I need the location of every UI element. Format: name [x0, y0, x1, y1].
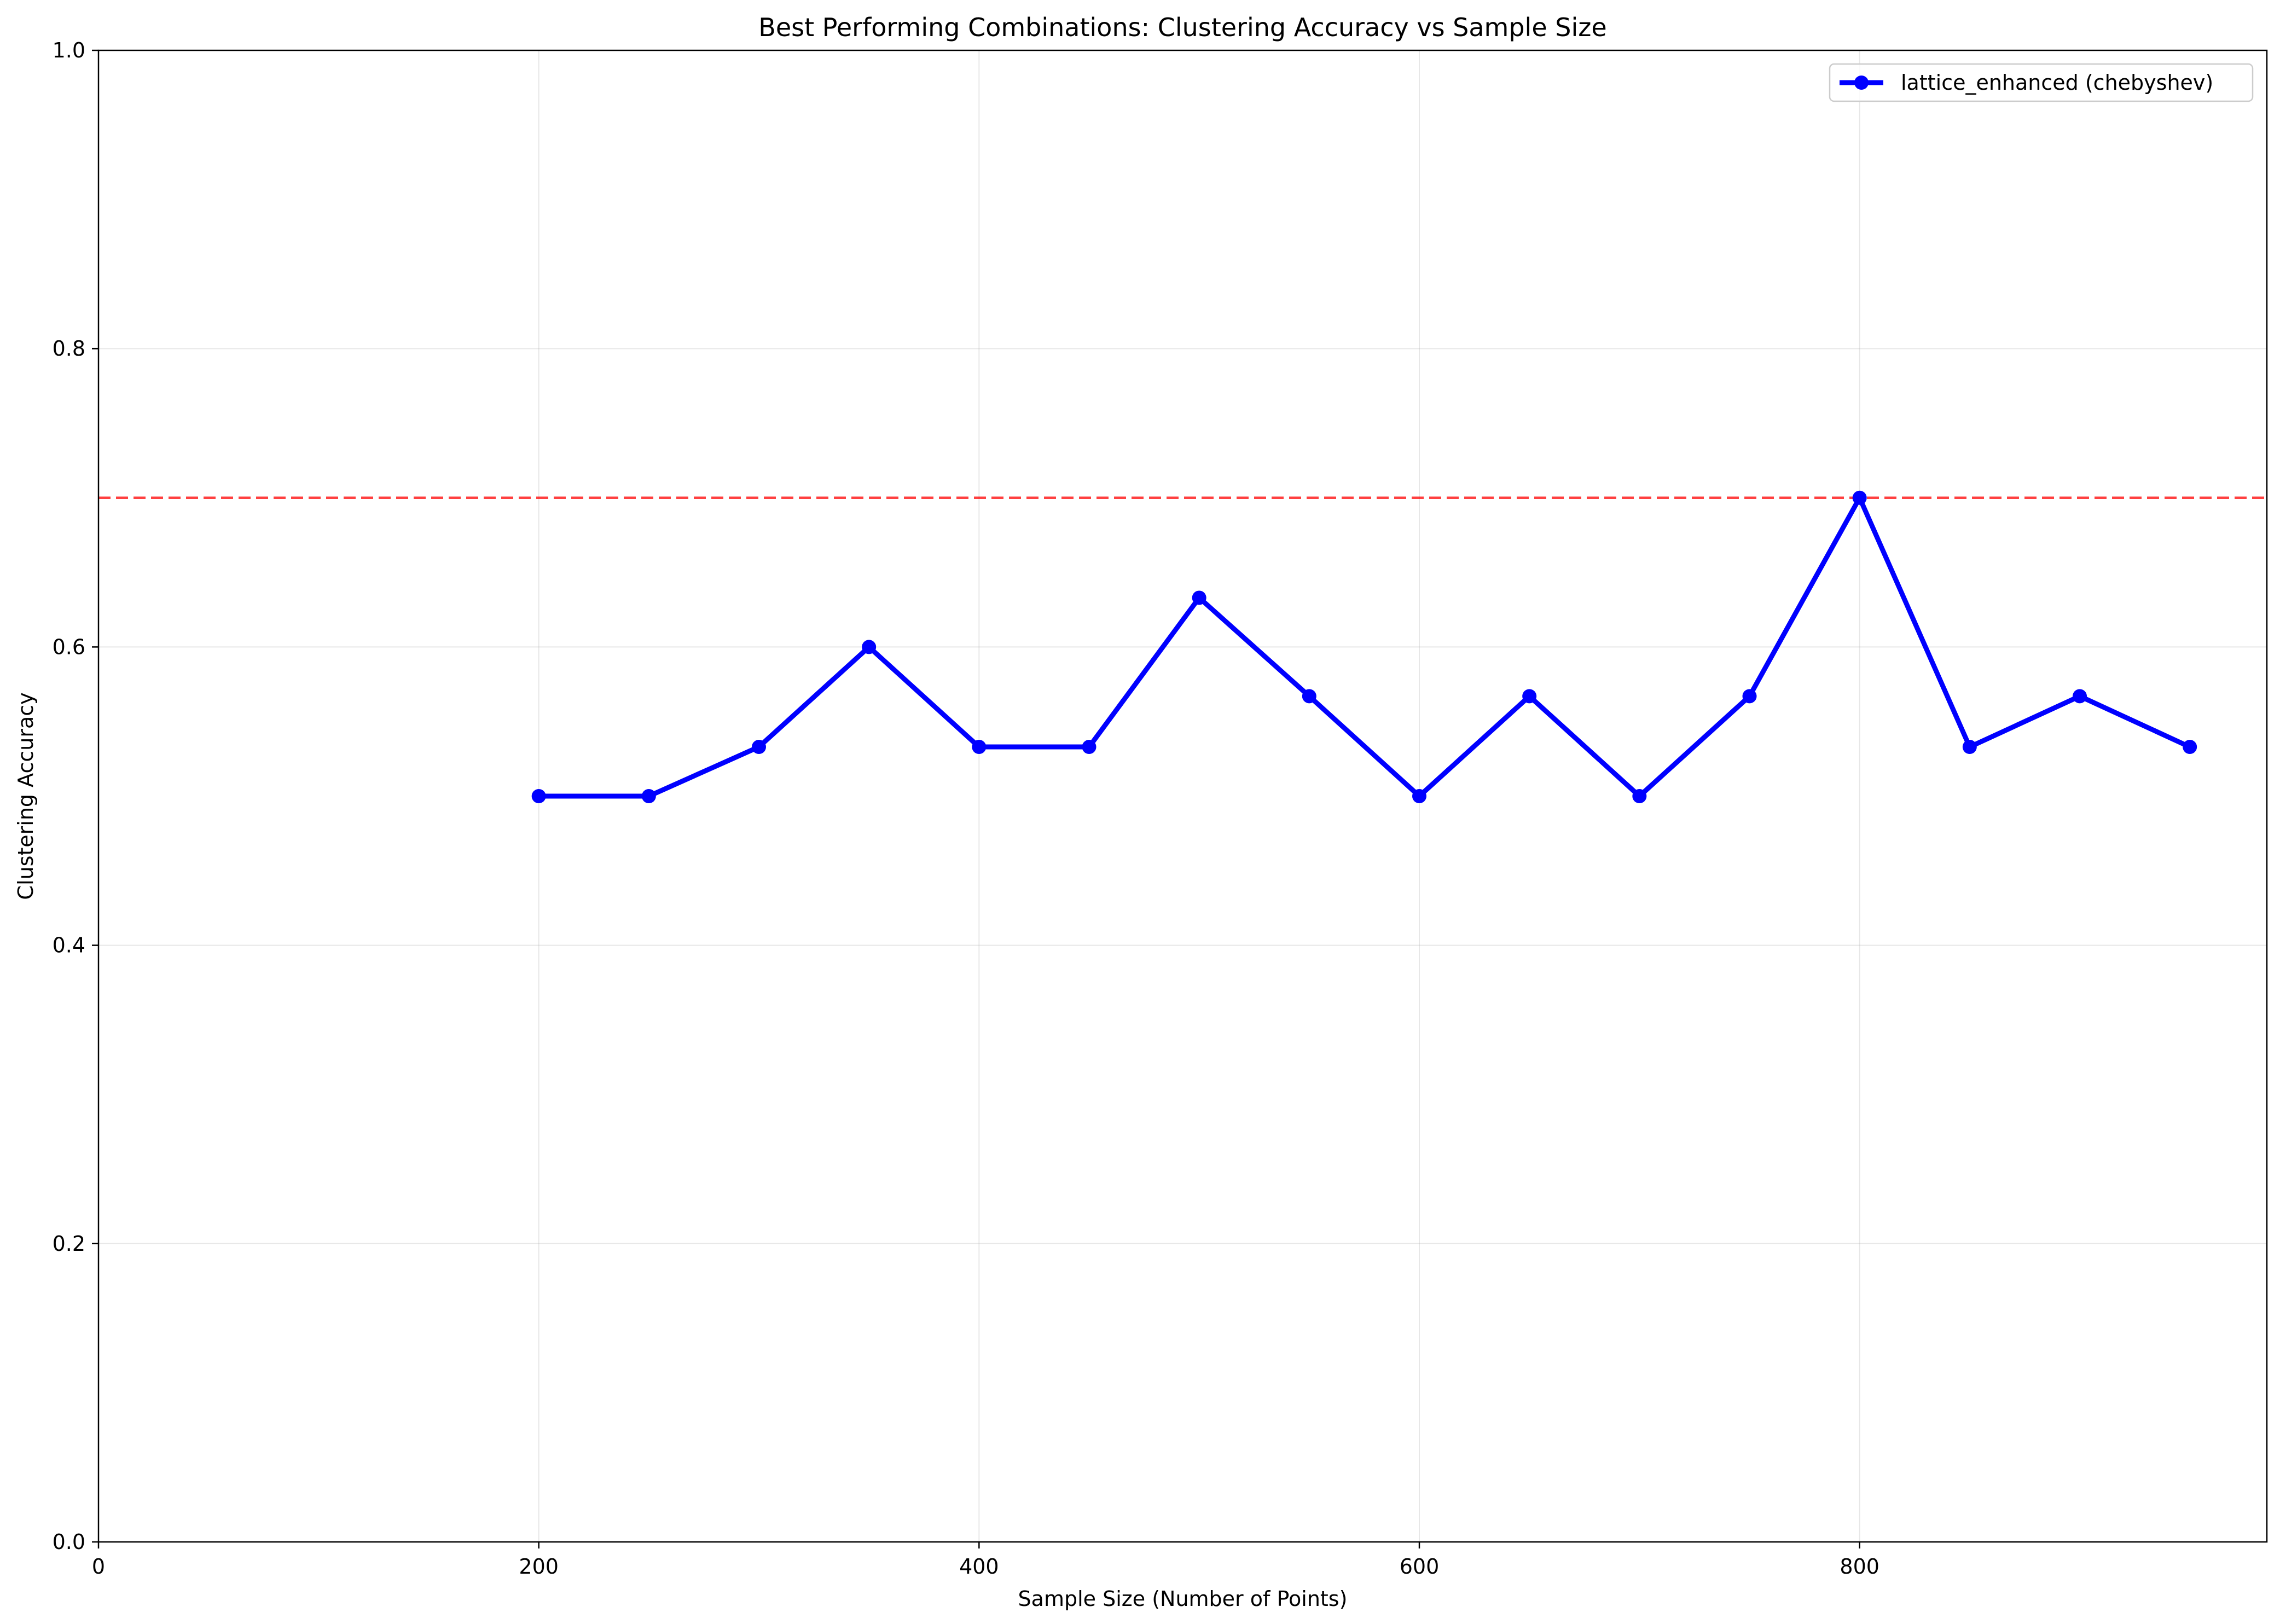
x-tick-label-4: 800: [1840, 1555, 1879, 1579]
data-point-8: [1412, 789, 1427, 803]
data-point-0: [531, 789, 546, 803]
data-point-6: [1192, 590, 1206, 605]
y-tick-label-0: 0.0: [53, 1530, 85, 1554]
chart-title: Best Performing Combinations: Clustering…: [758, 13, 1606, 42]
data-point-12: [1852, 490, 1867, 505]
series-line-0: [536, 495, 2192, 799]
y-axis-label: Clustering Accuracy: [14, 692, 38, 900]
data-point-13: [1962, 740, 1977, 755]
data-point-2: [752, 740, 767, 755]
data-point-9: [1522, 689, 1537, 704]
x-axis-label: Sample Size (Number of Points): [1018, 1587, 1348, 1611]
data-point-7: [1302, 689, 1316, 704]
y-tick-label-3: 0.6: [53, 635, 85, 659]
y-tick-label-1: 0.2: [53, 1232, 85, 1256]
y-tick-label-2: 0.4: [53, 933, 85, 958]
legend-entry-label: lattice_enhanced (chebyshev): [1901, 71, 2213, 95]
legend-marker-swatch: [1854, 76, 1869, 90]
x-tick-label-0: 0: [92, 1555, 105, 1579]
x-tick-label-2: 400: [959, 1555, 999, 1579]
series-layer: [531, 490, 2197, 803]
data-point-15: [2183, 740, 2197, 755]
y-tick-label-5: 1.0: [53, 38, 85, 62]
data-point-5: [1082, 740, 1097, 755]
data-point-3: [862, 640, 877, 654]
ticks: 0 200 400 600 800 0.0 0.2 0.4 0.6 0.8 1.0: [53, 38, 1879, 1579]
x-tick-label-3: 600: [1400, 1555, 1440, 1579]
plot-frame: [97, 49, 2268, 1543]
data-point-4: [972, 740, 987, 755]
data-point-1: [641, 789, 656, 803]
legend: lattice_enhanced (chebyshev): [1829, 63, 2254, 102]
data-point-14: [2073, 689, 2087, 704]
x-tick-label-1: 200: [519, 1555, 559, 1579]
legend-box: [1829, 63, 2254, 102]
data-point-10: [1632, 789, 1647, 803]
data-point-11: [1742, 689, 1757, 704]
y-tick-label-4: 0.8: [53, 337, 85, 361]
